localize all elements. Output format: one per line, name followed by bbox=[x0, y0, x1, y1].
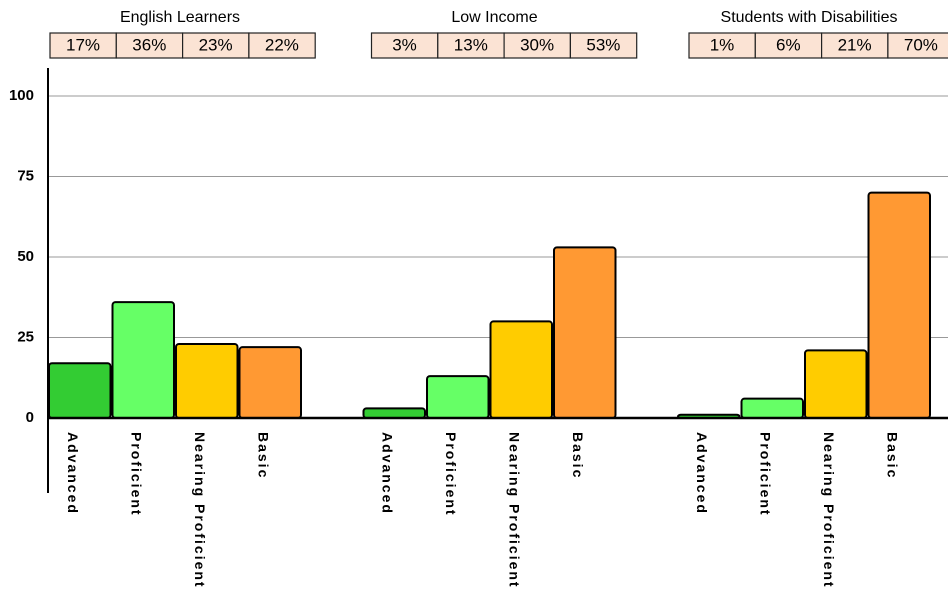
group-title: English Learners bbox=[120, 9, 240, 26]
group-title: Students with Disabilities bbox=[721, 9, 898, 26]
x-tick-label: Proficient bbox=[443, 432, 459, 517]
bar bbox=[867, 191, 931, 419]
value-label: 22% bbox=[265, 35, 299, 54]
y-tick-label: 50 bbox=[17, 248, 34, 265]
value-label: 70% bbox=[904, 35, 938, 54]
x-tick-label: Nearing Proficient bbox=[192, 432, 208, 589]
value-label: 36% bbox=[132, 35, 166, 54]
value-label: 23% bbox=[199, 35, 233, 54]
x-tick-label: Basic bbox=[885, 432, 901, 479]
bar bbox=[740, 397, 804, 419]
bar bbox=[489, 320, 553, 419]
value-label: 17% bbox=[66, 35, 100, 54]
value-label: 6% bbox=[776, 35, 801, 54]
value-label: 3% bbox=[392, 35, 417, 54]
value-box bbox=[437, 32, 505, 59]
bar bbox=[111, 301, 175, 419]
value-box bbox=[887, 32, 948, 59]
x-tick-label: Proficient bbox=[758, 432, 774, 517]
value-label: 13% bbox=[454, 35, 488, 54]
bar bbox=[426, 375, 490, 420]
x-tick-label: Nearing Proficient bbox=[821, 432, 837, 589]
y-tick-label: 100 bbox=[9, 87, 34, 104]
x-tick-label: Advanced bbox=[694, 432, 710, 515]
bar bbox=[175, 342, 239, 419]
bar bbox=[804, 349, 868, 420]
x-tick-label: Advanced bbox=[380, 432, 396, 515]
value-label: 21% bbox=[838, 35, 872, 54]
x-tick-label: Basic bbox=[570, 432, 586, 479]
value-box bbox=[820, 32, 889, 59]
value-box bbox=[49, 32, 117, 59]
value-box bbox=[754, 32, 823, 59]
bar bbox=[48, 362, 112, 420]
group-title: Low Income bbox=[451, 9, 537, 26]
x-tick-label: Basic bbox=[256, 432, 272, 479]
x-tick-label: Proficient bbox=[129, 432, 145, 517]
y-tick-label: 0 bbox=[26, 409, 34, 426]
value-label: 30% bbox=[520, 35, 554, 54]
value-box bbox=[370, 32, 439, 59]
bar bbox=[362, 407, 426, 419]
bar bbox=[238, 346, 302, 419]
value-box bbox=[569, 32, 638, 59]
value-label: 1% bbox=[710, 35, 735, 54]
value-box bbox=[503, 32, 572, 59]
x-tick-label: Nearing Proficient bbox=[507, 432, 523, 589]
value-label: 53% bbox=[586, 35, 620, 54]
value-box bbox=[688, 32, 756, 59]
y-tick-label: 75 bbox=[17, 167, 34, 184]
x-tick-label: Advanced bbox=[65, 432, 81, 515]
y-tick-label: 25 bbox=[17, 328, 34, 345]
bar bbox=[553, 246, 617, 419]
value-box bbox=[248, 32, 316, 59]
